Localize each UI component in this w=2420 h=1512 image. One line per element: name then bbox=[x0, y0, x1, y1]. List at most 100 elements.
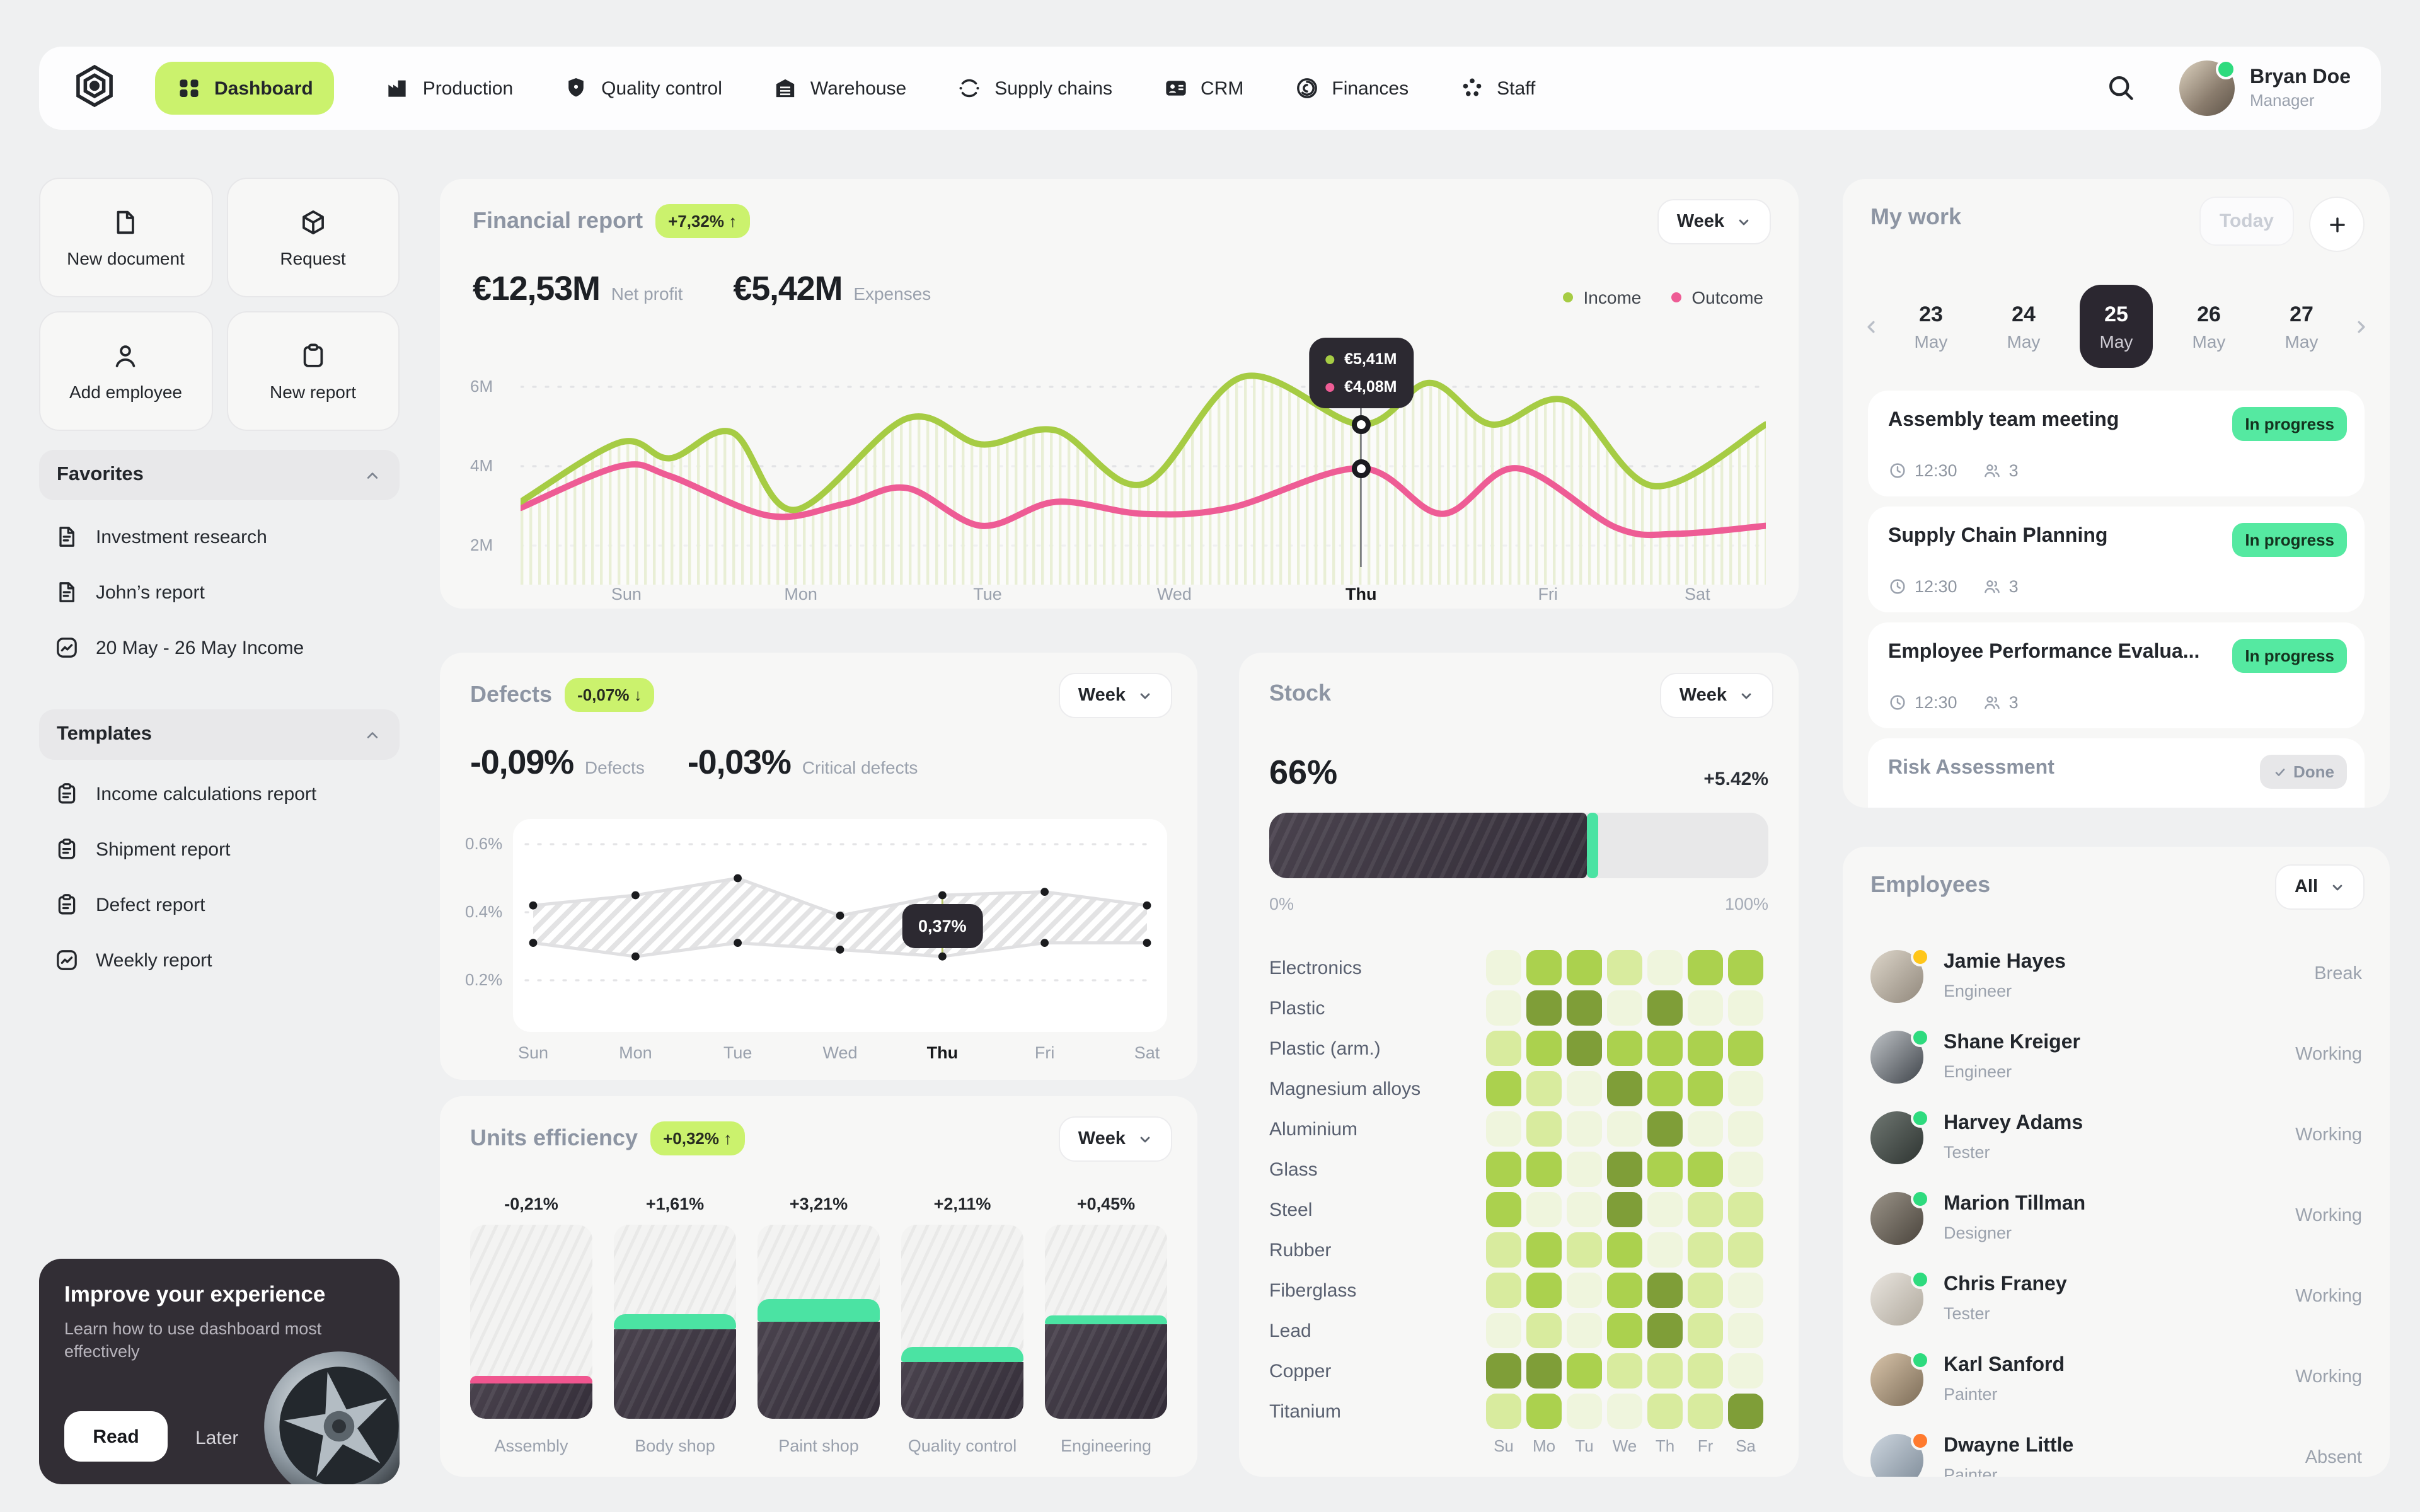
heatmap-cell-aluminium-th[interactable] bbox=[1647, 1111, 1683, 1147]
heatmap-cell-steel-mo[interactable] bbox=[1526, 1192, 1562, 1227]
template-item-defect-report[interactable]: Defect report bbox=[39, 877, 400, 932]
heatmap-cell-fiberglass-tu[interactable] bbox=[1567, 1273, 1602, 1308]
heatmap-cell-lead-tu[interactable] bbox=[1567, 1313, 1602, 1348]
heatmap-cell-magnesium-alloys-we[interactable] bbox=[1607, 1071, 1642, 1106]
heatmap-cell-rubber-mo[interactable] bbox=[1526, 1232, 1562, 1268]
heatmap-cell-copper-sa[interactable] bbox=[1728, 1353, 1763, 1389]
heatmap-cell-magnesium-alloys-tu[interactable] bbox=[1567, 1071, 1602, 1106]
heatmap-cell-fiberglass-mo[interactable] bbox=[1526, 1273, 1562, 1308]
heatmap-cell-rubber-tu[interactable] bbox=[1567, 1232, 1602, 1268]
search-icon[interactable] bbox=[2106, 73, 2136, 103]
financial-chart[interactable]: €5,41M €4,08M bbox=[521, 338, 1766, 585]
heatmap-cell-aluminium-we[interactable] bbox=[1607, 1111, 1642, 1147]
units-period-select[interactable]: Week bbox=[1059, 1116, 1172, 1162]
favorite-item-20-may-26-may-income[interactable]: 20 May - 26 May Income bbox=[39, 620, 400, 675]
heatmap-cell-plastic-arm-su[interactable] bbox=[1486, 1031, 1521, 1066]
heatmap-cell-aluminium-su[interactable] bbox=[1486, 1111, 1521, 1147]
employees-filter-select[interactable]: All bbox=[2275, 864, 2365, 910]
heatmap-cell-plastic-arm-fr[interactable] bbox=[1688, 1031, 1723, 1066]
heatmap-cell-lead-mo[interactable] bbox=[1526, 1313, 1562, 1348]
heatmap-cell-lead-fr[interactable] bbox=[1688, 1313, 1723, 1348]
heatmap-cell-plastic-tu[interactable] bbox=[1567, 990, 1602, 1026]
heatmap-cell-rubber-sa[interactable] bbox=[1728, 1232, 1763, 1268]
heatmap-cell-plastic-sa[interactable] bbox=[1728, 990, 1763, 1026]
heatmap-cell-electronics-mo[interactable] bbox=[1526, 950, 1562, 985]
heatmap-cell-glass-we[interactable] bbox=[1607, 1152, 1642, 1187]
heatmap-cell-fiberglass-su[interactable] bbox=[1486, 1273, 1521, 1308]
heatmap-cell-plastic-arm-sa[interactable] bbox=[1728, 1031, 1763, 1066]
heatmap-cell-titanium-fr[interactable] bbox=[1688, 1394, 1723, 1429]
date-26-may[interactable]: 26 May bbox=[2172, 302, 2245, 351]
heatmap-cell-copper-mo[interactable] bbox=[1526, 1353, 1562, 1389]
nav-item-crm[interactable]: CRM bbox=[1163, 76, 1243, 101]
task-risk-assessment[interactable]: Risk Assessment Done bbox=[1868, 738, 2365, 808]
heatmap-cell-magnesium-alloys-th[interactable] bbox=[1647, 1071, 1683, 1106]
heatmap-cell-steel-su[interactable] bbox=[1486, 1192, 1521, 1227]
employee-row-harvey-adams[interactable]: Harvey Adams Tester Working bbox=[1870, 1101, 2362, 1182]
chevron-right-icon[interactable] bbox=[2351, 316, 2372, 337]
add-employee-button[interactable]: Add employee bbox=[39, 311, 212, 431]
heatmap-cell-titanium-th[interactable] bbox=[1647, 1394, 1683, 1429]
stock-heatmap[interactable]: Electronics Plastic Plastic (arm.) Magnesiu… bbox=[1269, 950, 1768, 1455]
heatmap-cell-titanium-su[interactable] bbox=[1486, 1394, 1521, 1429]
task-employee-performance-evalua[interactable]: Employee Performance Evalua... In progres… bbox=[1868, 622, 2365, 728]
heatmap-cell-plastic-mo[interactable] bbox=[1526, 990, 1562, 1026]
heatmap-cell-magnesium-alloys-fr[interactable] bbox=[1688, 1071, 1723, 1106]
heatmap-cell-lead-sa[interactable] bbox=[1728, 1313, 1763, 1348]
heatmap-cell-copper-tu[interactable] bbox=[1567, 1353, 1602, 1389]
heatmap-cell-fiberglass-fr[interactable] bbox=[1688, 1273, 1723, 1308]
date-27-may[interactable]: 27 May bbox=[2265, 302, 2338, 351]
heatmap-cell-rubber-fr[interactable] bbox=[1688, 1232, 1723, 1268]
defects-period-select[interactable]: Week bbox=[1059, 673, 1172, 718]
heatmap-cell-plastic-we[interactable] bbox=[1607, 990, 1642, 1026]
heatmap-cell-copper-su[interactable] bbox=[1486, 1353, 1521, 1389]
employee-row-jamie-hayes[interactable]: Jamie Hayes Engineer Break bbox=[1870, 940, 2362, 1021]
employee-row-marion-tillman[interactable]: Marion Tillman Designer Working bbox=[1870, 1182, 2362, 1263]
heatmap-cell-aluminium-fr[interactable] bbox=[1688, 1111, 1723, 1147]
heatmap-cell-electronics-su[interactable] bbox=[1486, 950, 1521, 985]
request-button[interactable]: Request bbox=[226, 178, 400, 297]
employee-row-shane-kreiger[interactable]: Shane Kreiger Engineer Working bbox=[1870, 1021, 2362, 1101]
heatmap-cell-copper-fr[interactable] bbox=[1688, 1353, 1723, 1389]
heatmap-cell-rubber-we[interactable] bbox=[1607, 1232, 1642, 1268]
heatmap-cell-plastic-arm-th[interactable] bbox=[1647, 1031, 1683, 1066]
heatmap-cell-electronics-sa[interactable] bbox=[1728, 950, 1763, 985]
heatmap-cell-lead-su[interactable] bbox=[1486, 1313, 1521, 1348]
heatmap-cell-steel-th[interactable] bbox=[1647, 1192, 1683, 1227]
read-button[interactable]: Read bbox=[64, 1411, 168, 1462]
heatmap-cell-fiberglass-th[interactable] bbox=[1647, 1273, 1683, 1308]
heatmap-cell-glass-fr[interactable] bbox=[1688, 1152, 1723, 1187]
date-24-may[interactable]: 24 May bbox=[1987, 302, 2060, 351]
heatmap-cell-plastic-arm-mo[interactable] bbox=[1526, 1031, 1562, 1066]
stock-period-select[interactable]: Week bbox=[1660, 673, 1773, 718]
date-25-may[interactable]: 25 May bbox=[2080, 285, 2153, 368]
favorite-item-investment-research[interactable]: Investment research bbox=[39, 509, 400, 564]
heatmap-cell-plastic-fr[interactable] bbox=[1688, 990, 1723, 1026]
heatmap-cell-steel-we[interactable] bbox=[1607, 1192, 1642, 1227]
chevron-left-icon[interactable] bbox=[1860, 316, 1882, 337]
heatmap-cell-titanium-tu[interactable] bbox=[1567, 1394, 1602, 1429]
heatmap-cell-steel-fr[interactable] bbox=[1688, 1192, 1723, 1227]
heatmap-cell-magnesium-alloys-sa[interactable] bbox=[1728, 1071, 1763, 1106]
user-menu[interactable]: Bryan Doe Manager bbox=[2179, 59, 2351, 116]
employee-row-chris-franey[interactable]: Chris Franey Tester Working bbox=[1870, 1263, 2362, 1343]
later-button[interactable]: Later bbox=[195, 1428, 239, 1449]
heatmap-cell-glass-su[interactable] bbox=[1486, 1152, 1521, 1187]
template-item-shipment-report[interactable]: Shipment report bbox=[39, 822, 400, 877]
nav-item-staff[interactable]: Staff bbox=[1459, 76, 1535, 101]
template-item-income-calculations-report[interactable]: Income calculations report bbox=[39, 766, 400, 822]
date-23-may[interactable]: 23 May bbox=[1894, 302, 1968, 351]
heatmap-cell-fiberglass-we[interactable] bbox=[1607, 1273, 1642, 1308]
favorites-header[interactable]: Favorites bbox=[39, 450, 400, 500]
new-report-button[interactable]: New report bbox=[226, 311, 400, 431]
heatmap-cell-lead-we[interactable] bbox=[1607, 1313, 1642, 1348]
financial-period-select[interactable]: Week bbox=[1657, 199, 1771, 244]
heatmap-cell-electronics-tu[interactable] bbox=[1567, 950, 1602, 985]
heatmap-cell-titanium-we[interactable] bbox=[1607, 1394, 1642, 1429]
heatmap-cell-glass-mo[interactable] bbox=[1526, 1152, 1562, 1187]
nav-item-finances[interactable]: Finances bbox=[1294, 76, 1409, 101]
nav-item-warehouse[interactable]: Warehouse bbox=[773, 76, 906, 101]
heatmap-cell-glass-tu[interactable] bbox=[1567, 1152, 1602, 1187]
heatmap-cell-titanium-sa[interactable] bbox=[1728, 1394, 1763, 1429]
defects-chart[interactable]: 0,37% bbox=[513, 819, 1167, 1032]
